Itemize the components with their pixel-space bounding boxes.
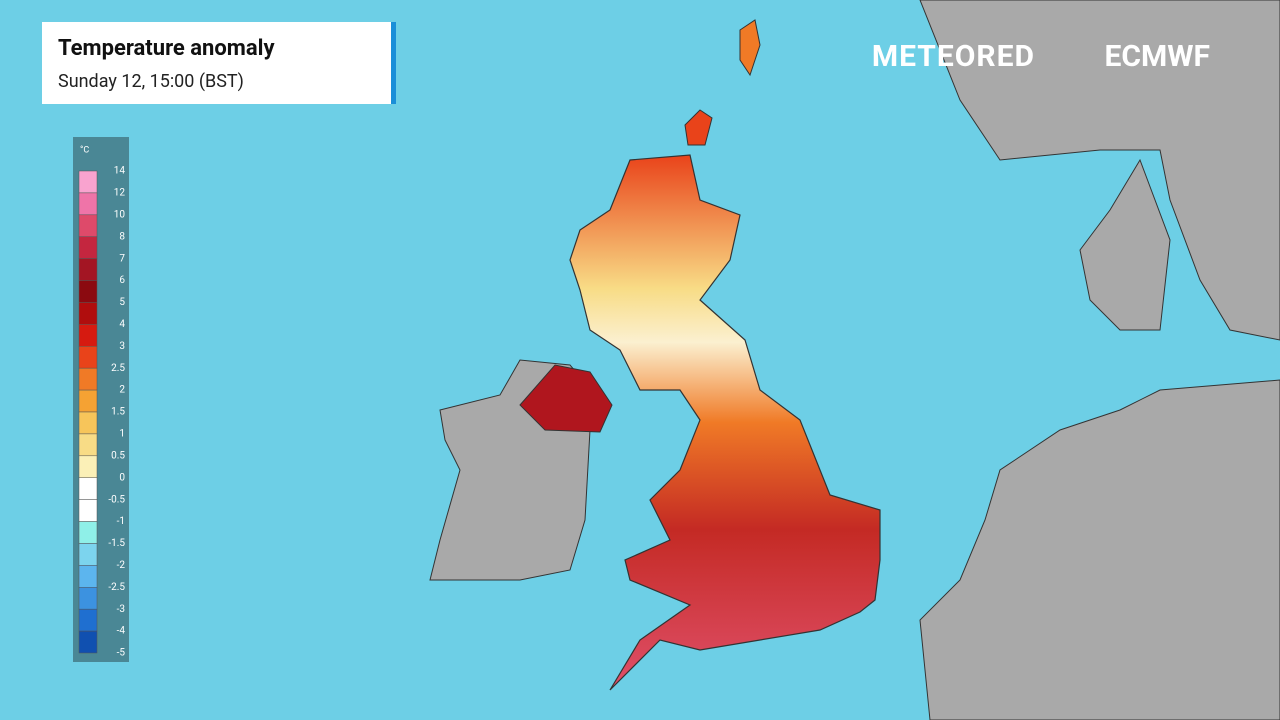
legend-swatch: [78, 521, 98, 544]
orkney: [684, 109, 713, 146]
legend-label: -0.5: [108, 494, 125, 505]
great-britain: [569, 154, 881, 691]
legend-swatch: [78, 346, 98, 369]
continent: [919, 379, 1280, 720]
legend-label: 1.5: [111, 407, 125, 418]
legend-label: 0.5: [111, 450, 125, 461]
legend-label: -3: [117, 604, 125, 615]
legend-swatch: [78, 324, 98, 347]
legend: °C 14 12 10 8 7 6 5 4 3 2.5 2 1.5 1 0.5 0 -0.5 -1 -1.5 -2 -…: [73, 137, 129, 662]
legend-swatch: [78, 477, 98, 500]
legend-label: 2.5: [111, 363, 125, 374]
legend-label: 7: [119, 253, 125, 264]
northern-ireland: [519, 364, 613, 433]
legend-swatch: [78, 389, 98, 413]
legend-swatch: [78, 608, 98, 632]
legend-label: -1: [117, 516, 125, 527]
legend-label: -4: [117, 626, 126, 637]
legend-swatch: [78, 433, 98, 457]
legend-swatch: [78, 214, 98, 237]
legend-swatch: [78, 411, 98, 435]
logo-meteored: METEORED: [872, 39, 1035, 74]
legend-label: 12: [114, 188, 126, 199]
legend-label: 1: [119, 429, 125, 440]
legend-swatch: [78, 236, 98, 259]
legend-unit: °C: [80, 145, 89, 155]
legend-swatch: [78, 302, 98, 325]
legend-label: 14: [114, 166, 126, 177]
legend-swatch: [78, 630, 98, 654]
legend-label: 0: [119, 472, 125, 483]
title: Temperature anomaly: [58, 36, 275, 61]
legend-swatch: [78, 280, 98, 303]
header-box: [42, 22, 392, 104]
subtitle: Sunday 12, 15:00 (BST): [58, 71, 244, 92]
legend-label: 2: [119, 385, 125, 396]
denmark: [1079, 158, 1171, 331]
shetland: [739, 19, 761, 77]
scandinavia: [919, 0, 1280, 341]
legend-label: -1.5: [108, 538, 125, 549]
legend-label: -5: [117, 648, 126, 659]
legend-label: 8: [119, 231, 125, 242]
legend-label: -2.5: [108, 582, 125, 593]
legend-swatch: [78, 455, 98, 478]
header-accent: [391, 22, 396, 104]
legend-swatch: [78, 170, 98, 194]
legend-label: 4: [119, 319, 125, 330]
legend-swatch: [78, 367, 98, 391]
legend-label: 5: [119, 297, 125, 308]
legend-swatch: [78, 587, 98, 610]
legend-label: 10: [114, 209, 126, 220]
legend-swatch: [78, 499, 98, 522]
legend-swatch: [78, 258, 98, 281]
legend-label: -2: [117, 560, 126, 571]
legend-swatch: [78, 565, 98, 588]
legend-swatch: [78, 192, 98, 216]
legend-label: 6: [119, 275, 125, 286]
legend-swatch: [78, 543, 98, 566]
logo-ecmwf: ECMWF: [1105, 39, 1210, 74]
legend-label: 3: [119, 341, 125, 352]
